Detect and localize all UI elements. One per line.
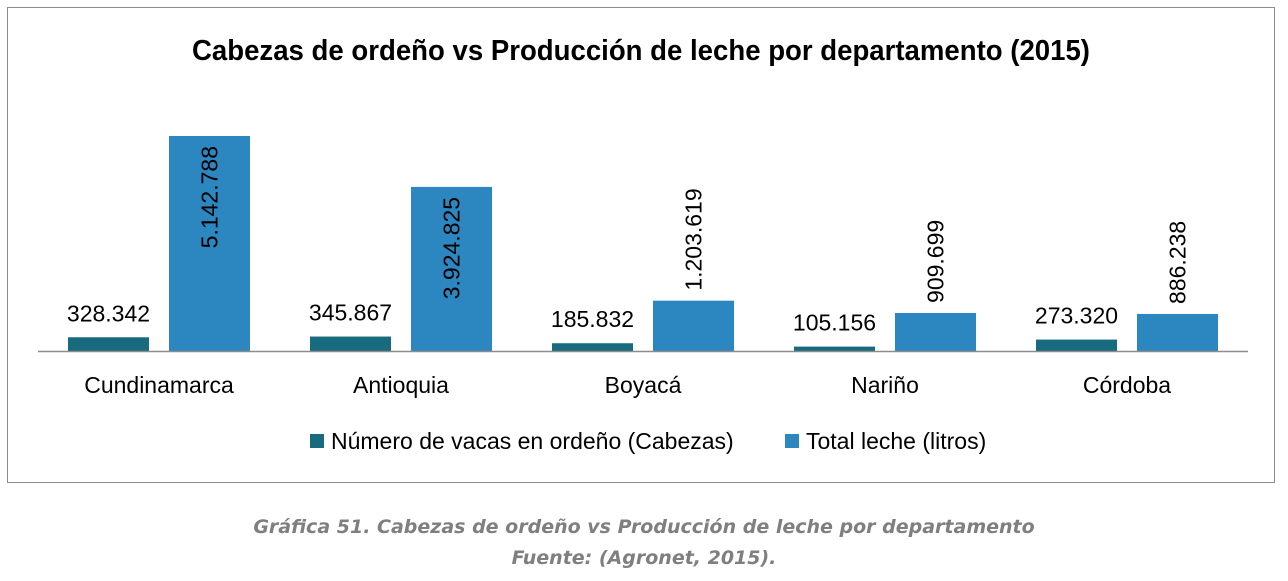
data-label: 328.342 — [67, 300, 150, 326]
bar-leche — [895, 312, 976, 351]
data-label: 5.142.788 — [197, 146, 223, 248]
data-label: 909.699 — [923, 220, 949, 303]
legend-swatch-leche — [785, 434, 799, 448]
chart-frame: Cabezas de ordeño vs Producción de leche… — [7, 7, 1275, 483]
figure-caption: Gráfica 51. Cabezas de ordeño vs Producc… — [253, 516, 1035, 538]
data-label: 1.203.619 — [681, 188, 707, 290]
chart-title: Cabezas de ordeño vs Producción de leche… — [192, 35, 1090, 67]
data-label: 886.238 — [1165, 221, 1191, 304]
bar-vacas — [310, 336, 391, 351]
legend-label: Número de vacas en ordeño (Cabezas) — [331, 428, 734, 454]
legend-swatch-vacas — [310, 434, 324, 448]
x-tick-label: Cundinamarca — [84, 372, 234, 398]
bar-leche — [169, 136, 250, 351]
bar-vacas — [68, 337, 149, 351]
figure-source: Fuente: (Agronet, 2015). — [511, 547, 777, 569]
data-label: 185.832 — [551, 306, 634, 332]
data-label: 105.156 — [793, 310, 876, 336]
legend-label: Total leche (litros) — [806, 428, 986, 454]
bar-vacas — [794, 346, 875, 351]
x-tick-label: Córdoba — [1083, 372, 1171, 398]
bar-vacas — [1036, 339, 1117, 351]
bar-leche — [1137, 313, 1218, 351]
bar-vacas — [552, 343, 633, 351]
x-tick-label: Nariño — [851, 372, 919, 398]
bar-chart: Cabezas de ordeño vs Producción de leche… — [38, 35, 1248, 454]
x-tick-label: Boyacá — [605, 372, 682, 398]
bar-leche — [411, 186, 492, 351]
bar-leche — [653, 300, 734, 351]
x-tick-label: Antioquia — [353, 372, 449, 398]
data-label: 345.867 — [309, 300, 392, 326]
data-label: 3.924.825 — [439, 197, 465, 299]
data-label: 273.320 — [1035, 303, 1118, 329]
